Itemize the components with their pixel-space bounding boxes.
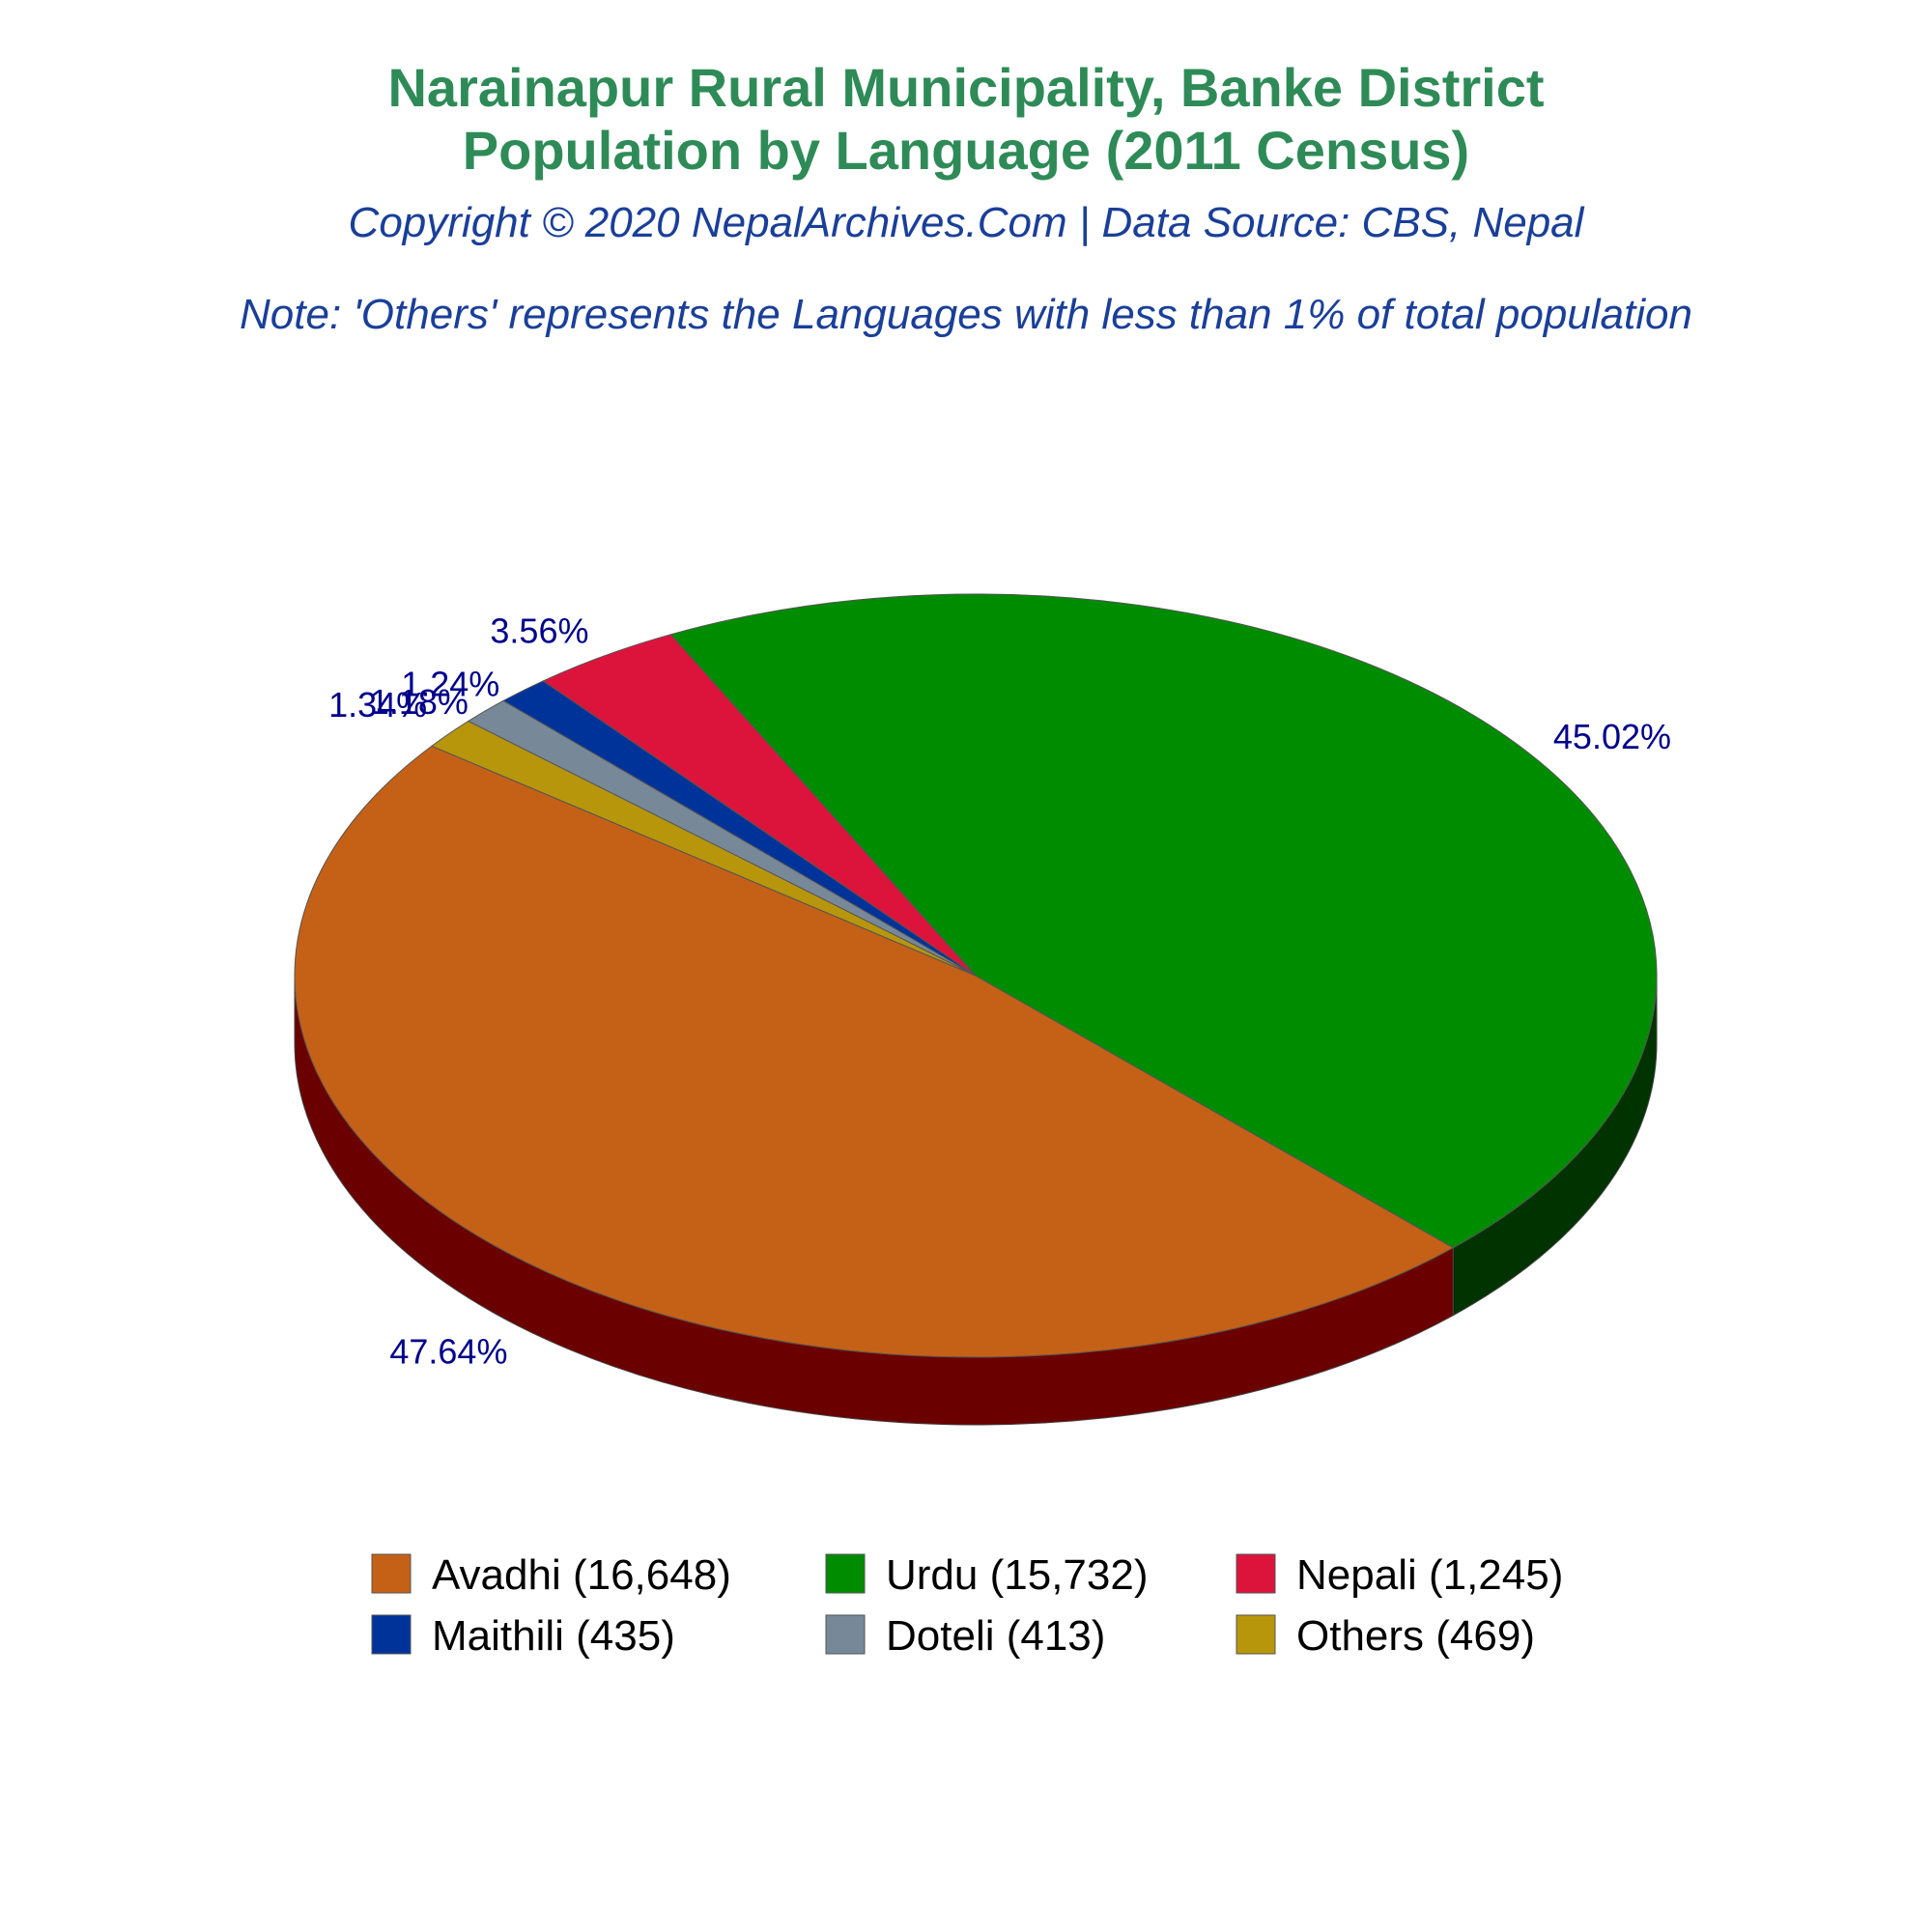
legend-label-nepali: Nepali (1,245) <box>1296 1551 1563 1599</box>
pie-slice-others <box>430 720 977 977</box>
pct-label-maithili: 1.24% <box>401 665 499 704</box>
legend-swatch-others <box>1236 1614 1276 1655</box>
legend-swatch-nepali <box>1236 1553 1276 1594</box>
pct-label-nepali: 3.56% <box>490 611 588 651</box>
pct-label-avadhi: 47.64% <box>389 1332 507 1372</box>
legend-label-avadhi: Avadhi (16,648) <box>432 1551 731 1599</box>
legend-swatch-urdu <box>825 1553 866 1594</box>
chart-title-line1: Narainapur Rural Municipality, Banke Dis… <box>387 57 1544 118</box>
legend-swatch-avadhi <box>371 1553 412 1594</box>
legend-label-maithili: Maithili (435) <box>432 1612 675 1660</box>
legend-label-urdu: Urdu (15,732) <box>886 1551 1148 1599</box>
note-text: Note: 'Others' represents the Languages … <box>240 291 1692 338</box>
legend: Avadhi (16,648) Urdu (15,732) Nepali (1,24… <box>371 1551 1563 1660</box>
pct-label-urdu: 45.02% <box>1553 717 1671 756</box>
pie-top <box>294 593 1658 1358</box>
pct-label-others: 1.34% <box>328 685 427 724</box>
legend-swatch-doteli <box>825 1614 866 1655</box>
copyright-text: Copyright © 2020 NepalArchives.Com | Dat… <box>349 199 1585 246</box>
legend-swatch-maithili <box>371 1614 412 1655</box>
pie-labels: 47.64% 45.02% 3.56% 1.24%1.18%1.34% <box>328 611 1671 1372</box>
legend-label-others: Others (469) <box>1296 1612 1535 1660</box>
chart-title-line2: Population by Language (2011 Census) <box>463 120 1469 181</box>
legend-label-doteli: Doteli (413) <box>886 1612 1105 1660</box>
pie-slice-avadhi <box>294 745 1455 1358</box>
pct-label-doteli: 1.18% <box>370 682 469 722</box>
pie-slice-urdu <box>669 593 1658 1249</box>
